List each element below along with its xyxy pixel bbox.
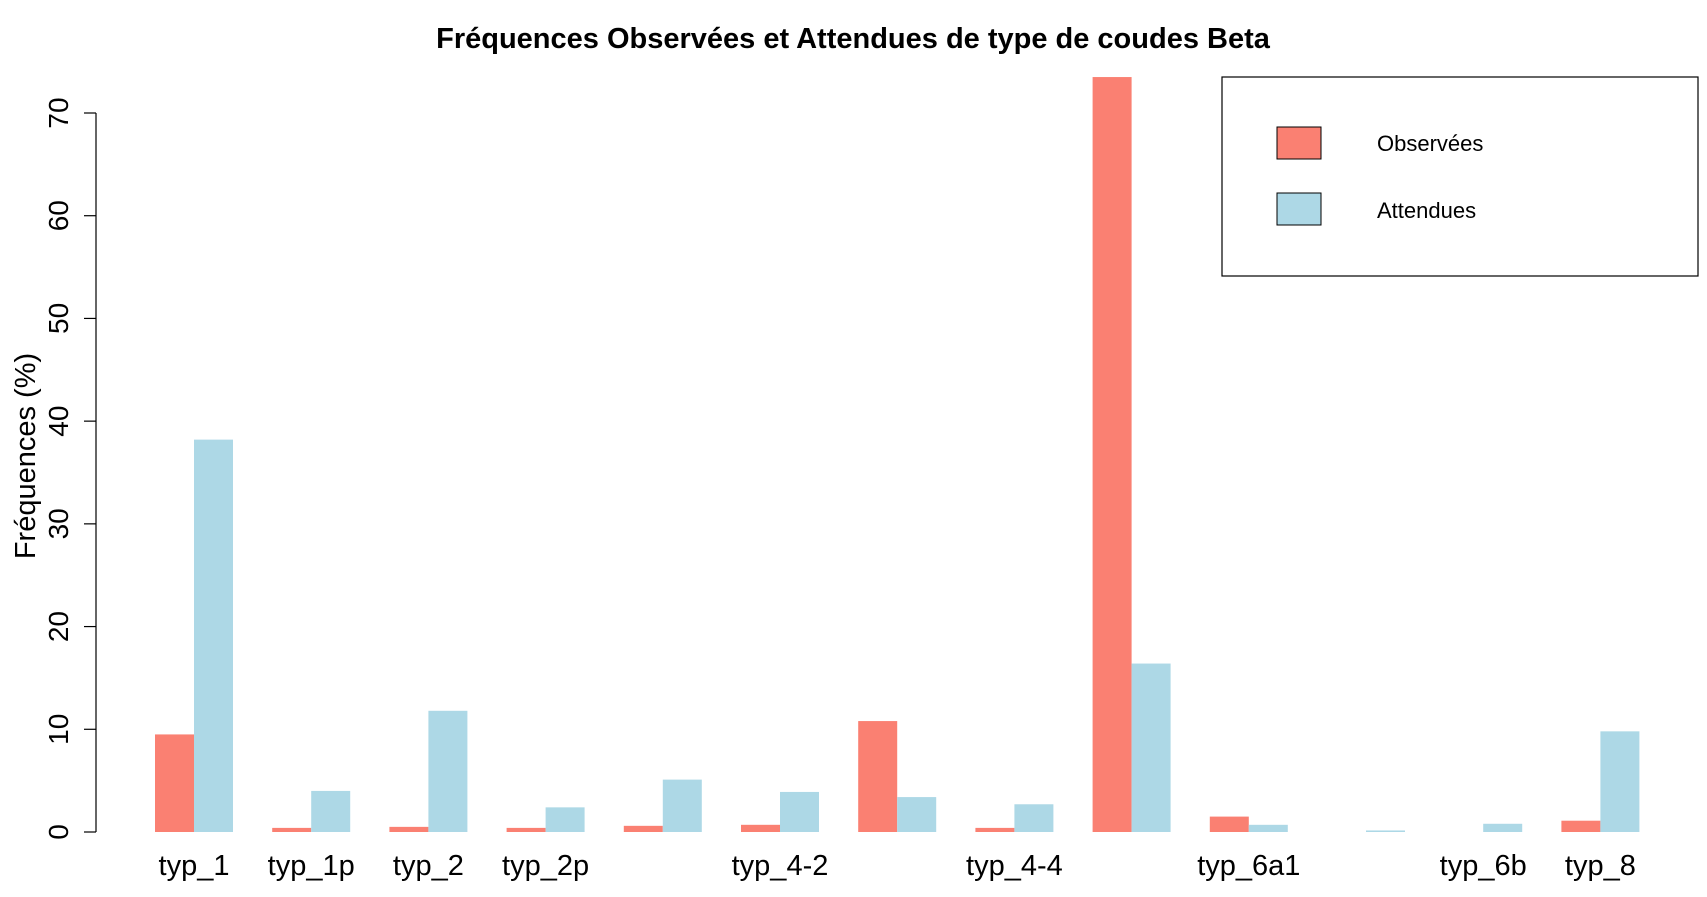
x-tick-label: typ_8 bbox=[1565, 850, 1636, 882]
y-tick-label: 50 bbox=[43, 303, 74, 334]
bars bbox=[155, 77, 1640, 833]
bar-attendues bbox=[662, 779, 702, 832]
bar-attendues bbox=[194, 439, 233, 832]
bar-attendues bbox=[311, 790, 351, 832]
legend-label-attendues: Attendues bbox=[1377, 198, 1476, 223]
bar-attendues bbox=[1131, 663, 1171, 832]
y-tick-label: 0 bbox=[43, 824, 74, 840]
y-tick-label: 70 bbox=[43, 97, 74, 128]
y-axis-title: Fréquences (%) bbox=[10, 353, 42, 559]
x-tick-label: typ_2 bbox=[393, 850, 464, 882]
y-tick-label: 30 bbox=[43, 508, 74, 539]
y-tick-label: 60 bbox=[43, 200, 74, 231]
bar-observees bbox=[1092, 77, 1132, 833]
bar-observees bbox=[741, 824, 780, 832]
bar-attendues bbox=[1600, 731, 1640, 832]
bar-attendues bbox=[1248, 824, 1288, 832]
x-tick-label: typ_6b bbox=[1440, 850, 1527, 882]
bar-observees bbox=[389, 826, 429, 832]
bar-attendues bbox=[1483, 823, 1523, 832]
x-tick-label: typ_1 bbox=[159, 850, 230, 882]
bar-observees bbox=[155, 734, 194, 832]
legend-box bbox=[1221, 76, 1699, 277]
bar-observees bbox=[272, 827, 312, 832]
bar-attendues bbox=[897, 797, 937, 832]
bar-attendues bbox=[1014, 804, 1054, 832]
bar-observees bbox=[975, 827, 1015, 832]
y-tick-label: 40 bbox=[43, 406, 74, 437]
chart-title: Fréquences Observées et Attendues de typ… bbox=[436, 23, 1271, 55]
bar-observees bbox=[1561, 820, 1601, 832]
x-tick-label: typ_4-2 bbox=[732, 850, 829, 882]
legend: Observées Attendues bbox=[1221, 76, 1699, 277]
x-tick-label: typ_6a1 bbox=[1197, 850, 1300, 882]
x-tick-label: typ_4-4 bbox=[966, 850, 1063, 882]
x-tick-label: typ_1p bbox=[268, 850, 355, 882]
bar-attendues bbox=[1366, 830, 1405, 832]
bar-attendues bbox=[545, 807, 585, 832]
y-tick-label: 10 bbox=[43, 714, 74, 745]
bar-observees bbox=[858, 721, 898, 832]
y-axis: 0 10 20 30 40 50 60 70 bbox=[43, 97, 97, 840]
bar-observees bbox=[1209, 816, 1249, 832]
bar-observees bbox=[623, 825, 663, 832]
bar-attendues bbox=[428, 710, 468, 832]
bar-observees bbox=[506, 827, 546, 832]
y-tick-label: 20 bbox=[43, 611, 74, 642]
bar-attendues bbox=[780, 791, 819, 832]
legend-swatch-observees bbox=[1276, 126, 1322, 160]
legend-label-observees: Observées bbox=[1377, 131, 1483, 156]
x-axis-labels: typ_1 typ_1p typ_2 typ_2p typ_4-2 typ_4-4 typ_… bbox=[159, 850, 1636, 882]
legend-swatch-attendues bbox=[1276, 192, 1322, 226]
x-tick-label: typ_2p bbox=[502, 850, 589, 882]
